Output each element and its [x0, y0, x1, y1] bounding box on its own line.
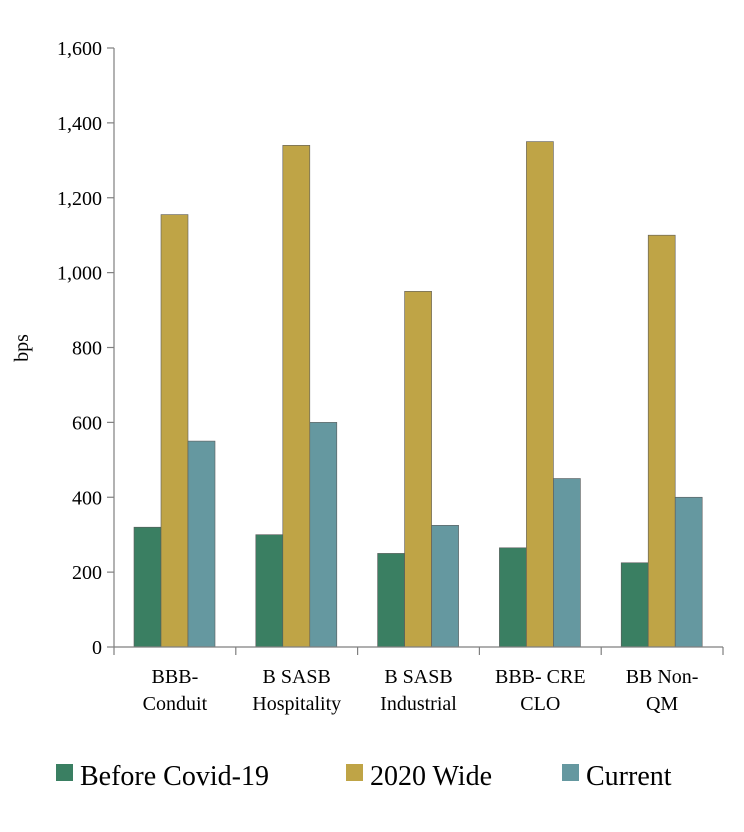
- bar-current-4: [674, 496, 703, 648]
- bar-before-covid-19-0: [133, 526, 162, 648]
- y-tick-label: 1,000: [57, 263, 102, 285]
- bars: [133, 141, 703, 648]
- bar-before-covid-19-1: [255, 534, 284, 648]
- y-tick-label: 400: [72, 487, 102, 509]
- legend-label: Current: [586, 761, 672, 792]
- bar-2020-wide-3: [526, 141, 554, 648]
- y-tick-label: 800: [72, 338, 102, 360]
- y-tick-label: 1,200: [57, 188, 102, 210]
- bar-current-2: [431, 525, 459, 648]
- y-tick-label: 600: [72, 412, 102, 434]
- y-tick-label: 200: [72, 562, 102, 584]
- y-axis: [107, 47, 115, 648]
- bar-before-covid-19-4: [620, 562, 649, 648]
- bar-2020-wide-2: [404, 291, 432, 648]
- legend-label: Before Covid-19: [80, 761, 269, 792]
- legend-swatch: [346, 764, 363, 781]
- bar-2020-wide-4: [647, 234, 676, 648]
- y-tick-label: 1,400: [57, 113, 102, 135]
- x-category-labels: BBB- Conduit B SASB Hospitality B SASB Indust…: [143, 666, 699, 715]
- x-category-label: BB Non-: [626, 666, 699, 688]
- x-category-label: Hospitality: [252, 693, 341, 715]
- x-category-label: BBB-: [152, 666, 199, 688]
- legend-label: 2020 Wide: [370, 761, 492, 792]
- x-category-label: B SASB: [384, 666, 452, 688]
- x-category-label: QM: [646, 693, 678, 715]
- y-axis-title: bps: [11, 334, 33, 362]
- x-category-label: CLO: [520, 693, 560, 715]
- legend-swatch: [562, 764, 579, 781]
- bar-current-0: [187, 440, 216, 648]
- bar-current-3: [553, 478, 581, 648]
- y-tick-label: 0: [92, 637, 102, 659]
- bar-2020-wide-1: [282, 145, 311, 648]
- bar-2020-wide-0: [160, 214, 189, 648]
- bar-before-covid-19-3: [499, 547, 527, 648]
- x-category-label: B SASB: [263, 666, 331, 688]
- legend: Before Covid-19 2020 Wide Current: [56, 761, 672, 792]
- x-category-label: BBB- CRE: [495, 666, 586, 688]
- y-tick-labels: 0 200 400 600 800 1,000 1,200 1,400 1,600: [57, 38, 102, 659]
- x-axis: [113, 646, 724, 655]
- x-category-label: Industrial: [380, 693, 457, 715]
- x-category-label: Conduit: [143, 693, 208, 715]
- bar-before-covid-19-2: [377, 553, 405, 648]
- y-tick-label: 1,600: [57, 38, 102, 60]
- bar-current-1: [309, 422, 338, 648]
- legend-swatch: [56, 764, 73, 781]
